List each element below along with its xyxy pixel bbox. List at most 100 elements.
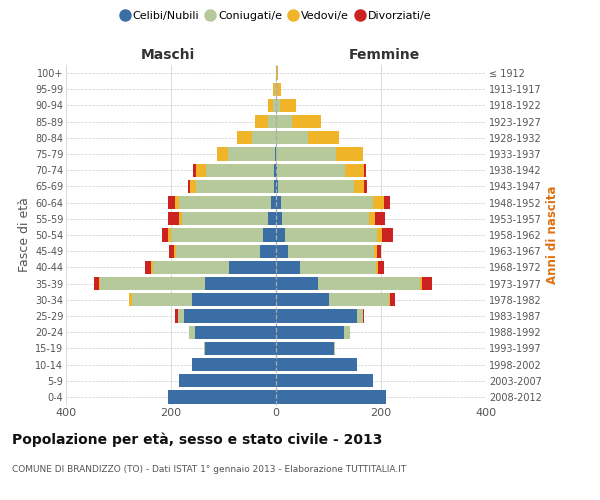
Bar bbox=[129, 293, 131, 306]
Bar bbox=[203, 342, 205, 355]
Bar bbox=[377, 228, 382, 241]
Bar bbox=[175, 196, 179, 209]
Bar bbox=[205, 342, 276, 355]
Bar bbox=[358, 310, 362, 322]
Bar bbox=[145, 260, 151, 274]
Bar bbox=[283, 212, 369, 226]
Bar bbox=[376, 260, 379, 274]
Bar bbox=[329, 293, 389, 306]
Bar bbox=[253, 131, 276, 144]
Bar bbox=[382, 228, 393, 241]
Bar bbox=[94, 277, 99, 290]
Bar bbox=[276, 66, 278, 80]
Bar bbox=[229, 260, 276, 274]
Bar bbox=[276, 228, 286, 241]
Bar bbox=[389, 293, 391, 306]
Bar bbox=[236, 131, 253, 144]
Bar bbox=[276, 99, 280, 112]
Bar bbox=[169, 228, 171, 241]
Bar bbox=[383, 196, 390, 209]
Bar bbox=[364, 164, 366, 177]
Bar bbox=[337, 148, 362, 160]
Bar bbox=[268, 212, 276, 226]
Y-axis label: Fasce di età: Fasce di età bbox=[17, 198, 31, 272]
Bar bbox=[192, 358, 276, 371]
Bar bbox=[281, 196, 373, 209]
Bar bbox=[194, 326, 276, 339]
Bar bbox=[276, 131, 308, 144]
Bar bbox=[377, 244, 381, 258]
Bar bbox=[131, 293, 192, 306]
Bar bbox=[206, 164, 274, 177]
Bar bbox=[286, 228, 377, 241]
Bar bbox=[369, 212, 375, 226]
Bar bbox=[375, 212, 385, 226]
Bar bbox=[205, 277, 276, 290]
Bar bbox=[276, 196, 281, 209]
Bar bbox=[260, 244, 276, 258]
Bar bbox=[169, 212, 179, 226]
Bar bbox=[334, 342, 335, 355]
Bar bbox=[190, 180, 196, 193]
Bar bbox=[268, 99, 274, 112]
Bar bbox=[193, 164, 196, 177]
Bar bbox=[152, 260, 229, 274]
Bar bbox=[276, 390, 386, 404]
Bar bbox=[373, 196, 383, 209]
Bar bbox=[276, 148, 337, 160]
Text: Maschi: Maschi bbox=[141, 48, 195, 62]
Bar bbox=[182, 212, 268, 226]
Bar bbox=[276, 342, 334, 355]
Bar bbox=[277, 164, 346, 177]
Bar bbox=[275, 82, 276, 96]
Bar bbox=[228, 148, 275, 160]
Bar bbox=[263, 228, 276, 241]
Bar bbox=[276, 358, 358, 371]
Bar bbox=[275, 148, 276, 160]
Bar bbox=[276, 293, 329, 306]
Bar bbox=[179, 196, 271, 209]
Bar bbox=[280, 99, 296, 112]
Bar bbox=[274, 99, 276, 112]
Bar bbox=[192, 293, 276, 306]
Bar bbox=[391, 293, 395, 306]
Bar bbox=[171, 228, 263, 241]
Bar bbox=[178, 310, 184, 322]
Bar bbox=[276, 374, 373, 388]
Bar bbox=[276, 180, 278, 193]
Bar bbox=[196, 180, 274, 193]
Bar bbox=[276, 164, 277, 177]
Bar bbox=[175, 310, 178, 322]
Y-axis label: Anni di nascita: Anni di nascita bbox=[546, 186, 559, 284]
Bar bbox=[151, 260, 152, 274]
Bar bbox=[268, 115, 276, 128]
Bar bbox=[100, 277, 205, 290]
Bar bbox=[276, 82, 277, 96]
Bar bbox=[162, 228, 169, 241]
Bar bbox=[255, 115, 268, 128]
Bar bbox=[421, 277, 422, 290]
Bar bbox=[344, 326, 349, 339]
Bar bbox=[276, 244, 287, 258]
Bar bbox=[190, 326, 194, 339]
Text: COMUNE DI BRANDIZZO (TO) - Dati ISTAT 1° gennaio 2013 - Elaborazione TUTTITALIA.: COMUNE DI BRANDIZZO (TO) - Dati ISTAT 1°… bbox=[12, 465, 406, 474]
Bar bbox=[99, 277, 100, 290]
Bar bbox=[271, 196, 276, 209]
Bar bbox=[274, 164, 276, 177]
Bar bbox=[299, 260, 376, 274]
Bar bbox=[179, 374, 276, 388]
Bar bbox=[292, 115, 320, 128]
Bar bbox=[179, 212, 182, 226]
Legend: Celibi/Nubili, Coniugati/e, Vedovi/e, Divorziati/e: Celibi/Nubili, Coniugati/e, Vedovi/e, Di… bbox=[116, 6, 436, 25]
Bar bbox=[176, 244, 260, 258]
Bar bbox=[188, 180, 190, 193]
Bar bbox=[364, 180, 367, 193]
Bar bbox=[276, 260, 299, 274]
Bar bbox=[217, 148, 228, 160]
Text: Femmine: Femmine bbox=[349, 48, 419, 62]
Bar bbox=[354, 180, 364, 193]
Bar bbox=[277, 82, 281, 96]
Bar bbox=[346, 164, 364, 177]
Bar bbox=[169, 244, 173, 258]
Bar bbox=[422, 277, 433, 290]
